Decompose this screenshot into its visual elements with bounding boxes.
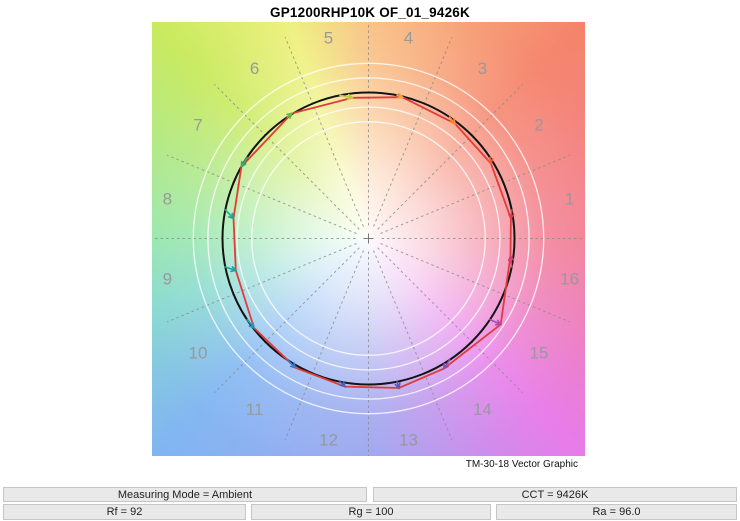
hue-shift-arrow-bin-12 [339,380,347,388]
center-cross-icon [363,233,374,244]
rg-bar: Rg = 100 [251,504,491,520]
hue-shift-arrow-bin-4 [396,92,404,99]
hue-shift-arrow-bin-8 [224,209,235,220]
hue-bin-label-16: 16 [560,270,579,289]
hue-shift-arrow-bin-6 [286,112,294,119]
hue-bin-spoke [373,250,453,441]
hue-bin-label-4: 4 [404,28,413,47]
hue-shift-arrow-bin-14 [442,359,451,371]
hue-shift-arrow-bin-10 [246,318,256,330]
measuring-mode-bar: Measuring Mode = Ambient [3,487,367,502]
hue-shift-arrow-bin-7 [240,156,248,169]
tm30-hue-circle-background: 1 2 3 4 5 6 7 8 9 10 11 12 13 14 15 16 [152,22,585,456]
hue-bin-label-1: 1 [565,190,574,209]
hue-bin-label-15: 15 [530,343,549,362]
hue-bin-label-10: 10 [189,343,208,362]
hue-bin-spoke [166,154,357,234]
hue-bin-spoke [284,250,364,441]
chroma-grid-circle [192,62,545,415]
plot-caption: TM-30-18 Vector Graphic [465,459,578,470]
hue-bin-label-7: 7 [193,116,202,135]
hue-bin-label-3: 3 [478,59,487,78]
hue-bin-spoke [377,84,523,230]
hue-bin-label-11: 11 [246,400,264,419]
hue-bin-label-6: 6 [250,59,259,78]
hue-bin-label-5: 5 [324,28,333,47]
hue-bin-spoke [373,36,453,227]
hue-shift-arrow-bin-13 [394,380,401,390]
hue-bin-spoke [166,243,357,323]
chroma-grid-circle [207,77,530,400]
cct-bar: CCT = 9426K [373,487,737,502]
hue-bin-spoke [377,247,523,393]
hue-bin-spoke [380,154,571,234]
reference-circle [221,91,516,386]
hue-shift-arrow-bin-5 [339,93,355,101]
hue-bin-label-14: 14 [473,400,492,419]
hue-shift-arrow-bin-2 [487,156,494,166]
hue-shift-arrow-bin-16 [507,254,515,268]
hue-bin-label-2: 2 [534,116,543,135]
hue-bin-spoke [284,36,364,227]
hue-bin-label-8: 8 [163,190,172,209]
hue-shift-arrow-bin-1 [508,209,515,221]
hue-bin-label-13: 13 [399,431,418,450]
page-title: GP1200RHP10K OF_01_9426K [270,5,470,20]
hue-bin-label-9: 9 [163,270,172,289]
hue-shift-arrow-bin-11 [286,359,297,369]
hue-shift-arrow-bin-3 [448,116,457,125]
hue-bin-spoke [214,247,360,393]
hue-bin-spoke [380,243,571,323]
hue-bin-spoke [214,84,360,230]
chroma-grid-circle [236,106,501,371]
hue-shift-arrow-bin-9 [224,266,238,273]
rf-bar: Rf = 92 [3,504,246,520]
hue-shift-arrow-bin-15 [489,318,503,326]
chroma-grid-circle [251,121,486,356]
hue-bin-label-12: 12 [319,431,338,450]
ra-bar: Ra = 96.0 [496,504,737,520]
